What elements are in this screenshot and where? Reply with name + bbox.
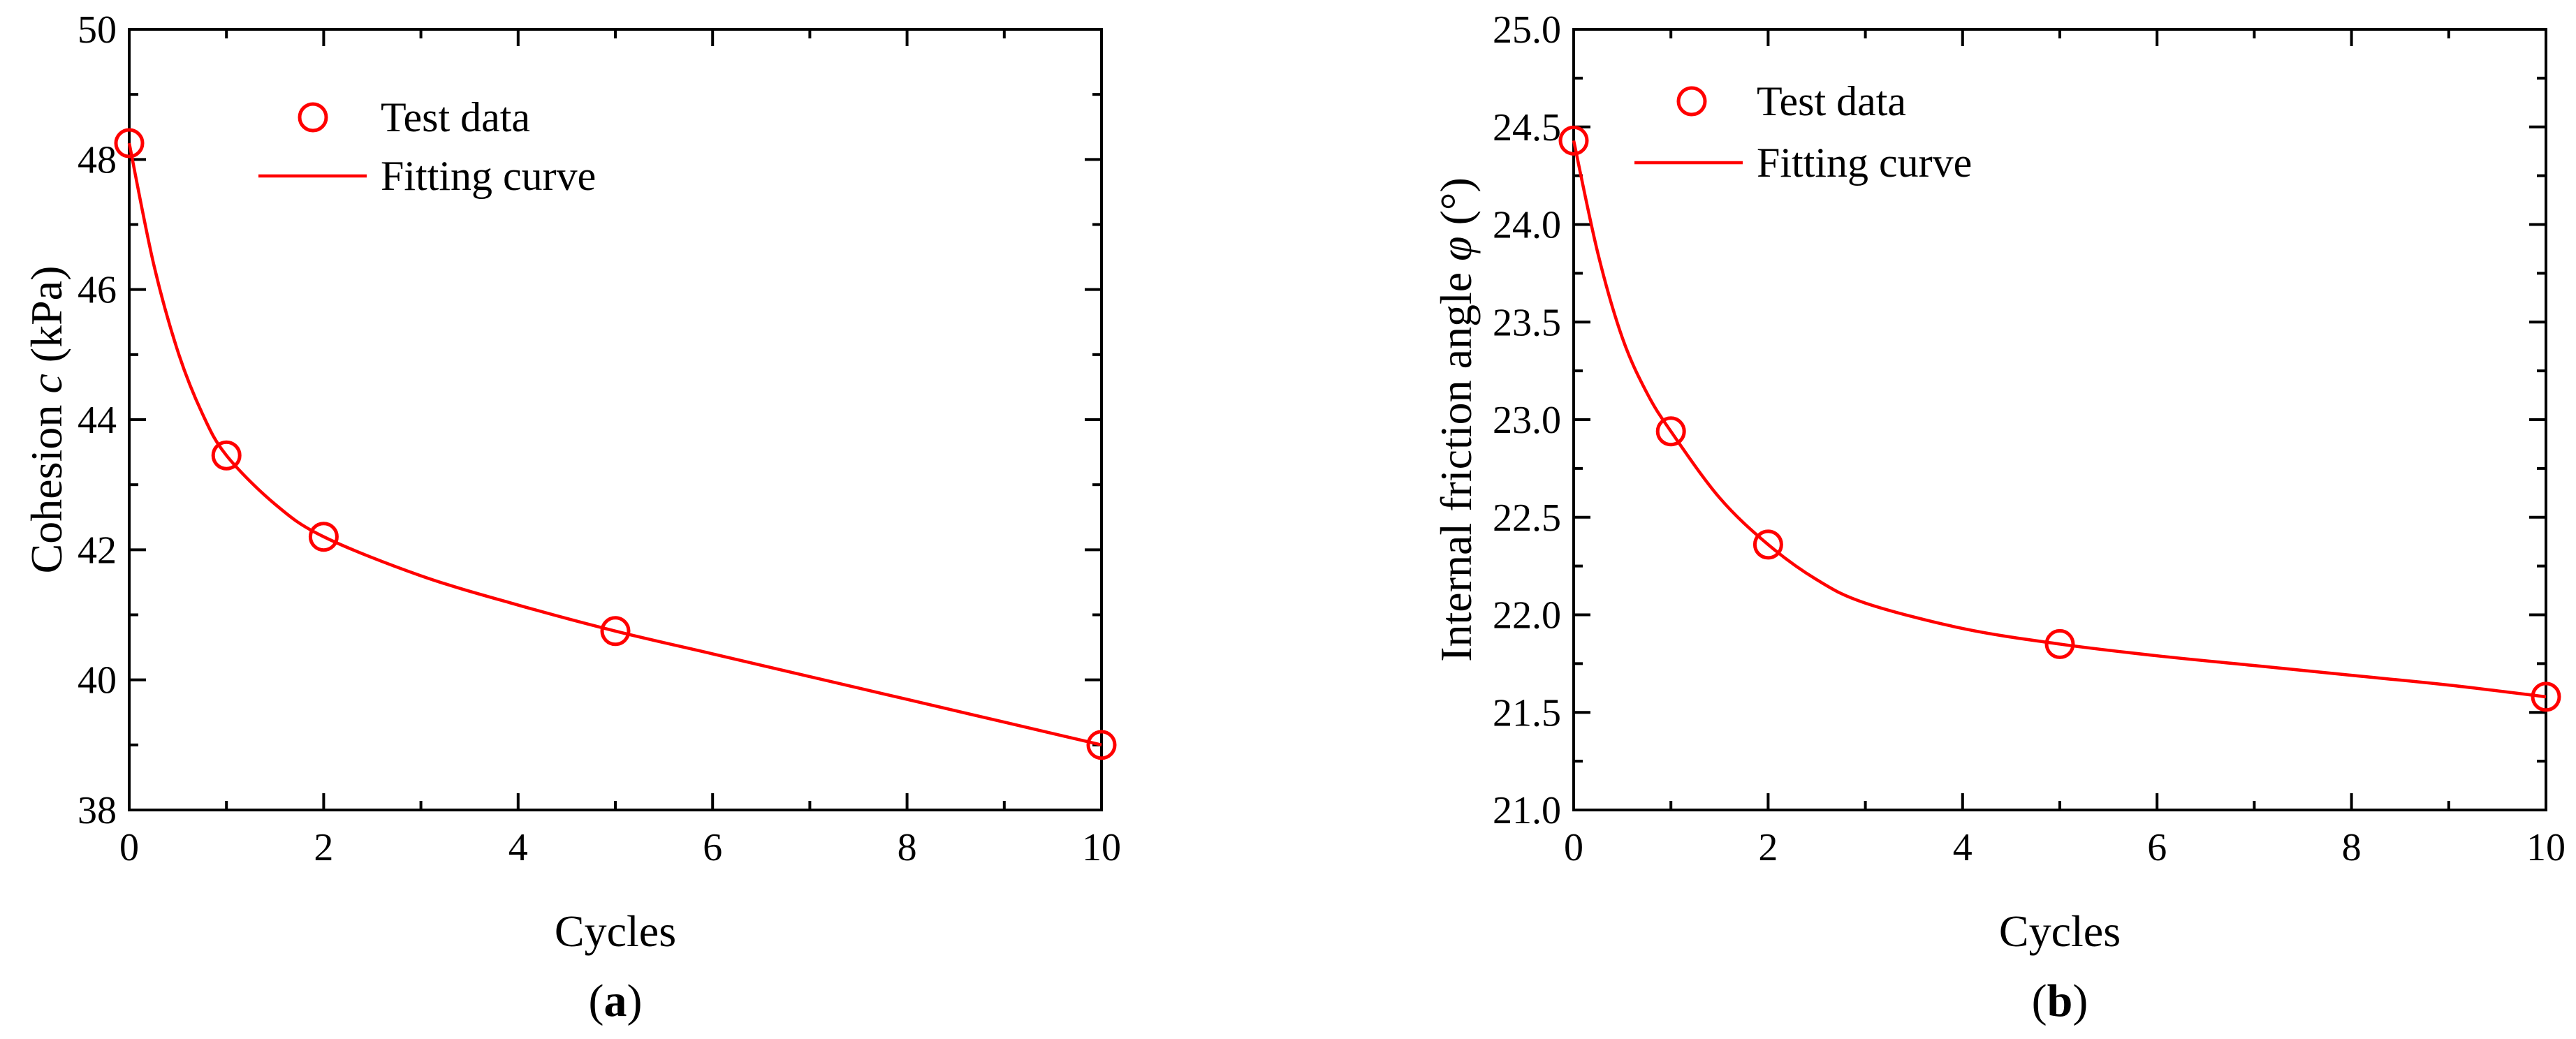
y-tick-label: 22.0 — [1493, 594, 1561, 638]
y-axis-title-unit: (kPa) — [22, 266, 71, 374]
x-tick-label: 2 — [1758, 826, 1778, 869]
panel-label-letter: a — [604, 975, 627, 1026]
x-axis-title: Cycles — [1999, 906, 2121, 956]
x-tick-label: 8 — [2342, 826, 2362, 869]
x-tick-label: 0 — [119, 826, 139, 869]
plot-frame — [128, 28, 1103, 811]
test-data-point — [1086, 730, 1117, 760]
test-data-point — [114, 128, 145, 159]
x-tick-label: 6 — [703, 826, 722, 869]
plot-frame — [1572, 28, 2547, 811]
x-tick-label: 8 — [898, 826, 917, 869]
y-tick-label: 25.0 — [1493, 8, 1561, 52]
panel-label: (b) — [2032, 975, 2088, 1026]
legend-label-fitting-curve: Fitting curve — [381, 153, 596, 199]
x-tick-label: 0 — [1564, 826, 1583, 869]
legend: Test data Fitting curve — [1634, 78, 1972, 186]
y-axis-title: Internal friction angle φ (°) — [1431, 177, 1481, 662]
x-tick-label: 10 — [1082, 826, 1121, 869]
fitting-curve-line — [1572, 140, 2547, 699]
x-tick-label: 2 — [314, 826, 333, 869]
y-tick-label: 38 — [78, 789, 117, 832]
y-tick-label: 44 — [78, 399, 117, 442]
legend-label-test-data: Test data — [1757, 78, 1906, 124]
y-tick-label: 48 — [78, 138, 117, 182]
panel-label-close-paren: ) — [2072, 975, 2088, 1026]
y-tick-label: 23.5 — [1493, 301, 1561, 344]
y-tick-label: 23.0 — [1493, 399, 1561, 442]
y-tick-label: 24.0 — [1493, 204, 1561, 247]
fitting-curve-line — [127, 142, 1102, 747]
panel-label-open-paren: ( — [2032, 975, 2047, 1026]
y-axis-title-text: Cohesion — [22, 394, 71, 574]
x-tick-label: 4 — [1953, 826, 1973, 869]
legend-marker-test-data — [298, 102, 328, 133]
y-tick-label: 21.5 — [1493, 691, 1561, 735]
x-tick-label: 4 — [508, 826, 528, 869]
y-axis-title-symbol: c — [22, 374, 71, 393]
x-tick-label: 6 — [2147, 826, 2167, 869]
y-tick-label: 22.5 — [1493, 496, 1561, 540]
x-axis-title: Cycles — [555, 906, 676, 956]
test-data-point — [1558, 125, 1589, 156]
legend: Test data Fitting curve — [258, 94, 596, 199]
panel-label-open-paren: ( — [589, 975, 604, 1026]
test-data-point — [1752, 529, 1783, 560]
y-tick-label: 40 — [78, 659, 117, 702]
chart-panel-b: 0 2 4 6 8 10 21.0 21.5 22.0 22.5 23.0 23.5 24.0 24.5 2… — [1431, 8, 2566, 1026]
test-data-point — [1655, 416, 1686, 447]
y-tick-label: 46 — [78, 269, 117, 312]
x-tick-label: 10 — [2526, 826, 2566, 869]
y-tick-label: 42 — [78, 529, 117, 572]
test-data-point — [2531, 681, 2561, 712]
y-tick-label: 50 — [78, 8, 117, 52]
test-data-point — [211, 440, 242, 471]
test-data-point — [308, 522, 339, 552]
legend-label-test-data: Test data — [381, 94, 530, 140]
y-axis-title-symbol: φ — [1431, 236, 1481, 260]
panel-label-close-paren: ) — [627, 975, 643, 1026]
panel-label-letter: b — [2047, 975, 2073, 1026]
test-data-point — [600, 616, 631, 647]
legend-marker-test-data — [1676, 86, 1707, 117]
y-tick-label: 21.0 — [1493, 789, 1561, 832]
y-axis-title-text: Internal friction angle — [1431, 261, 1481, 662]
y-tick-label: 24.5 — [1493, 106, 1561, 149]
panel-label: (a) — [589, 975, 643, 1026]
y-axis-title-unit: (°) — [1431, 177, 1481, 236]
legend-label-fitting-curve: Fitting curve — [1757, 140, 1972, 186]
test-data-point — [2044, 628, 2075, 659]
y-axis-title: Cohesion c (kPa) — [22, 266, 71, 574]
